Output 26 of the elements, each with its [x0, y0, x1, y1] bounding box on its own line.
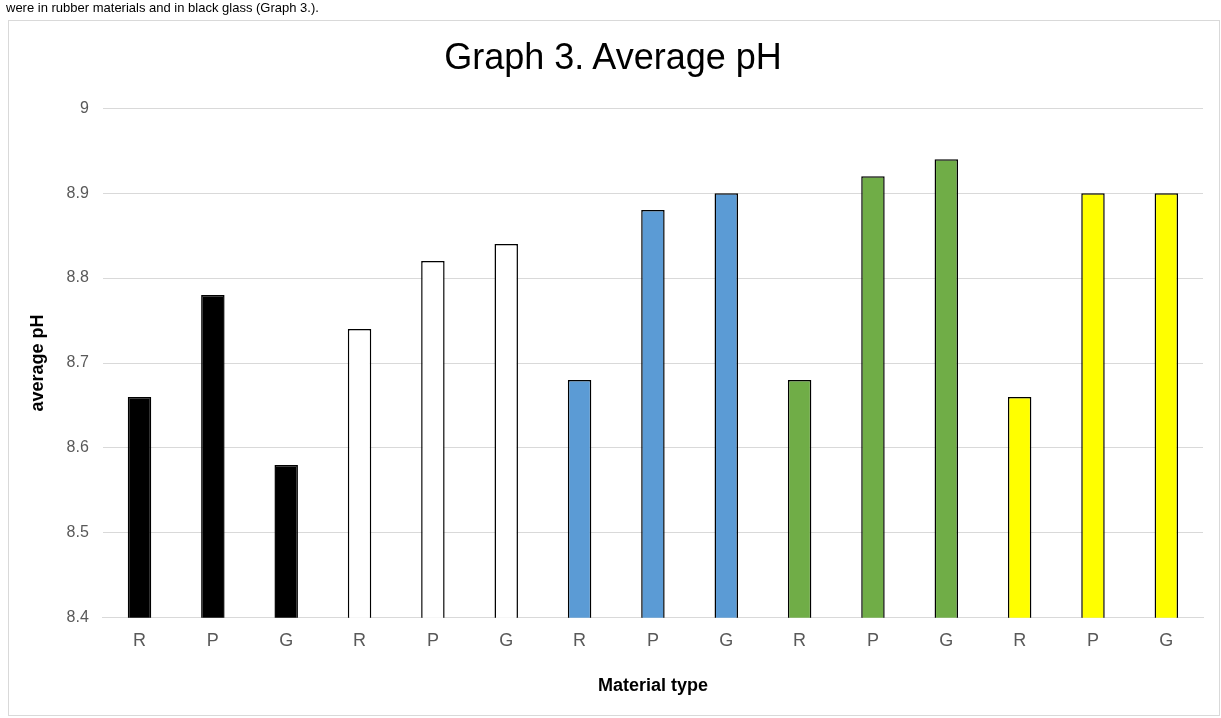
- text: were in rubber materials and in black glass (Graph 3.).: [6, 0, 319, 15]
- y-tick-label: 8.8: [66, 268, 89, 286]
- x-tick-label: R: [133, 629, 147, 650]
- x-tick-label: R: [793, 629, 807, 650]
- x-tick-label: P: [206, 629, 219, 650]
- y-tick-label: 9: [79, 98, 89, 116]
- x-tick-label: R: [573, 629, 587, 650]
- y-tick-label: 8.4: [66, 608, 89, 626]
- y-tick-label: 8.6: [66, 438, 89, 456]
- chart-title: Graph 3. Average pH: [444, 35, 782, 77]
- x-axis-title: Material type: [597, 675, 708, 696]
- y-tick-label: 8.5: [66, 523, 89, 541]
- x-tick-label: P: [1086, 629, 1099, 650]
- x-tick-label: G: [499, 629, 514, 650]
- x-tick-label: R: [1013, 629, 1027, 650]
- y-axis-title: average pH: [26, 314, 47, 412]
- x-tick-label: G: [1159, 629, 1174, 650]
- x-tick-label: R: [353, 629, 367, 650]
- x-tick-label: P: [646, 629, 659, 650]
- x-tick-label: G: [939, 629, 954, 650]
- y-tick-label: 8.7: [66, 353, 89, 371]
- x-tick-label: P: [866, 629, 879, 650]
- x-tick-label: P: [426, 629, 439, 650]
- x-tick-label: G: [719, 629, 734, 650]
- y-tick-label: 8.9: [66, 183, 89, 201]
- x-tick-label: G: [279, 629, 294, 650]
